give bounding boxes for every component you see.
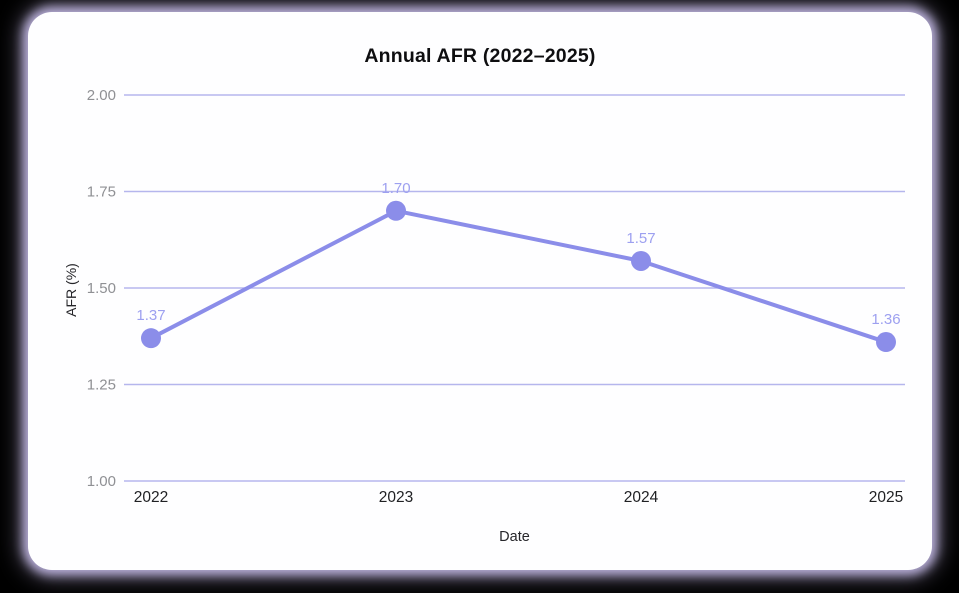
data-point-label: 1.36 — [871, 311, 900, 328]
data-point-label: 1.57 — [626, 230, 655, 247]
data-point — [631, 250, 651, 271]
data-line — [149, 208, 888, 345]
data-point — [141, 328, 161, 349]
data-point-label: 1.37 — [136, 307, 165, 324]
chart-title: Annual AFR (2022–2025) — [364, 45, 596, 67]
chart-card: Annual AFR (2022–2025) AFR (%) 1.00 1.25 1… — [28, 12, 932, 570]
y-tick-label: 1.75 — [87, 184, 116, 201]
y-tick-label: 1.00 — [87, 473, 116, 490]
x-axis-label: Date — [499, 529, 530, 545]
data-point-label: 1.70 — [381, 180, 410, 197]
y-tick-label: 1.50 — [87, 280, 116, 297]
data-point — [386, 200, 406, 221]
y-tick-label: 2.00 — [87, 87, 116, 104]
y-tick-label: 1.25 — [87, 377, 116, 394]
x-tick-label: 2023 — [379, 489, 413, 506]
line-chart: 1.00 1.25 1.50 1.75 2.00 2022 2023 2024 2025 1.37… — [87, 87, 905, 506]
data-point — [876, 332, 896, 353]
x-tick-label: 2025 — [869, 489, 903, 506]
x-tick-label: 2024 — [624, 489, 659, 506]
x-tick-label: 2022 — [134, 489, 168, 506]
